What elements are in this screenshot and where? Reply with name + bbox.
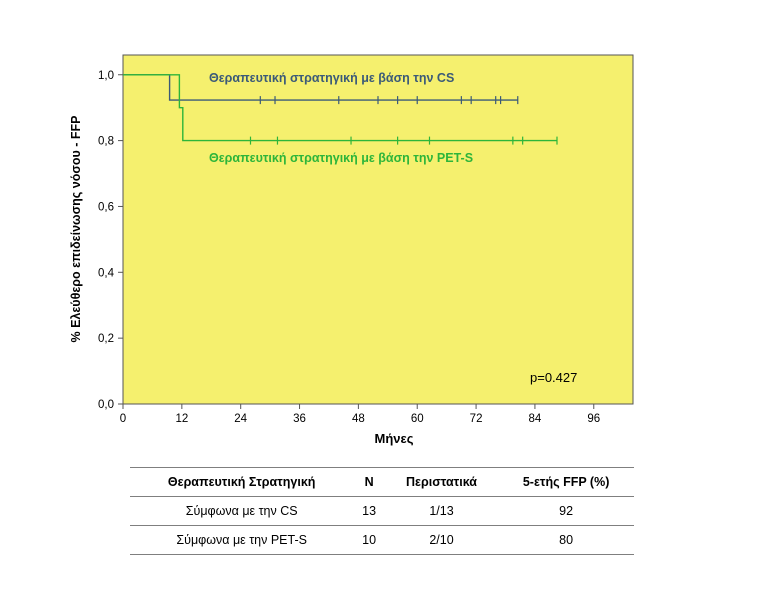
- results-table: Θεραπευτική Στρατηγική N Περιστατικά 5-ε…: [130, 467, 634, 555]
- table-header-cell: Περιστατικά: [384, 467, 499, 497]
- series-layer: [123, 74, 558, 145]
- table-header-row: Θεραπευτική Στρατηγική N Περιστατικά 5-ε…: [130, 467, 634, 497]
- x-tick-label: 60: [411, 413, 424, 425]
- x-tick-label: 36: [293, 413, 306, 425]
- table-row: Σύμφωνα με την PET-S 10 2/10 80: [130, 525, 634, 555]
- x-axis-label: Μήνες: [375, 431, 414, 446]
- y-tick-label: 0,4: [98, 267, 115, 279]
- y-tick-label: 1,0: [98, 70, 114, 82]
- table-cell: 10: [353, 525, 385, 555]
- table-cell: 2/10: [384, 525, 499, 555]
- y-tick-label: 0,8: [98, 136, 114, 148]
- y-tick-label: 0,2: [98, 333, 114, 345]
- table-cell: Σύμφωνα με την CS: [130, 496, 354, 526]
- x-tick-label: 84: [529, 413, 542, 425]
- table-cell: Σύμφωνα με την PET-S: [130, 525, 354, 555]
- table-header-cell: Θεραπευτική Στρατηγική: [130, 467, 354, 497]
- table-header-cell: N: [353, 467, 385, 497]
- series-label-pets: Θεραπευτική στρατηγική με βάση την PET-S: [209, 151, 473, 165]
- x-tick-label: 72: [470, 413, 483, 425]
- table-cell: 13: [353, 496, 385, 526]
- survival-curve-1: [123, 74, 557, 142]
- x-tick-label: 24: [234, 413, 247, 425]
- table-cell: 1/13: [384, 496, 499, 526]
- x-tick-label: 0: [120, 413, 126, 425]
- x-tick-label: 12: [175, 413, 188, 425]
- table-header-cell: 5-ετής FFP (%): [498, 467, 634, 497]
- table-row: Σύμφωνα με την CS 13 1/13 92: [130, 496, 634, 526]
- y-axis-label: % Ελεύθερο επιδείνωσης νόσου - FFP: [69, 115, 83, 342]
- axes: 0,0 0,2 0,4 0,6 0,8 1,0 0 12 24 36 48 60 72 84 96: [98, 70, 600, 425]
- km-chart: 0,0 0,2 0,4 0,6 0,8 1,0 0 12 24 36 48 60 72 84 96 Θερα…: [69, 54, 634, 446]
- table-cell: 80: [498, 525, 634, 555]
- series-label-cs: Θεραπευτική στρατηγική με βάση την CS: [209, 71, 454, 85]
- p-value-annotation: p=0.427: [530, 370, 577, 385]
- y-tick-label: 0,0: [98, 399, 114, 411]
- table-cell: 92: [498, 496, 634, 526]
- x-tick-label: 96: [587, 413, 600, 425]
- plot-area: [122, 54, 634, 405]
- x-tick-label: 48: [352, 413, 365, 425]
- y-tick-label: 0,6: [98, 201, 114, 213]
